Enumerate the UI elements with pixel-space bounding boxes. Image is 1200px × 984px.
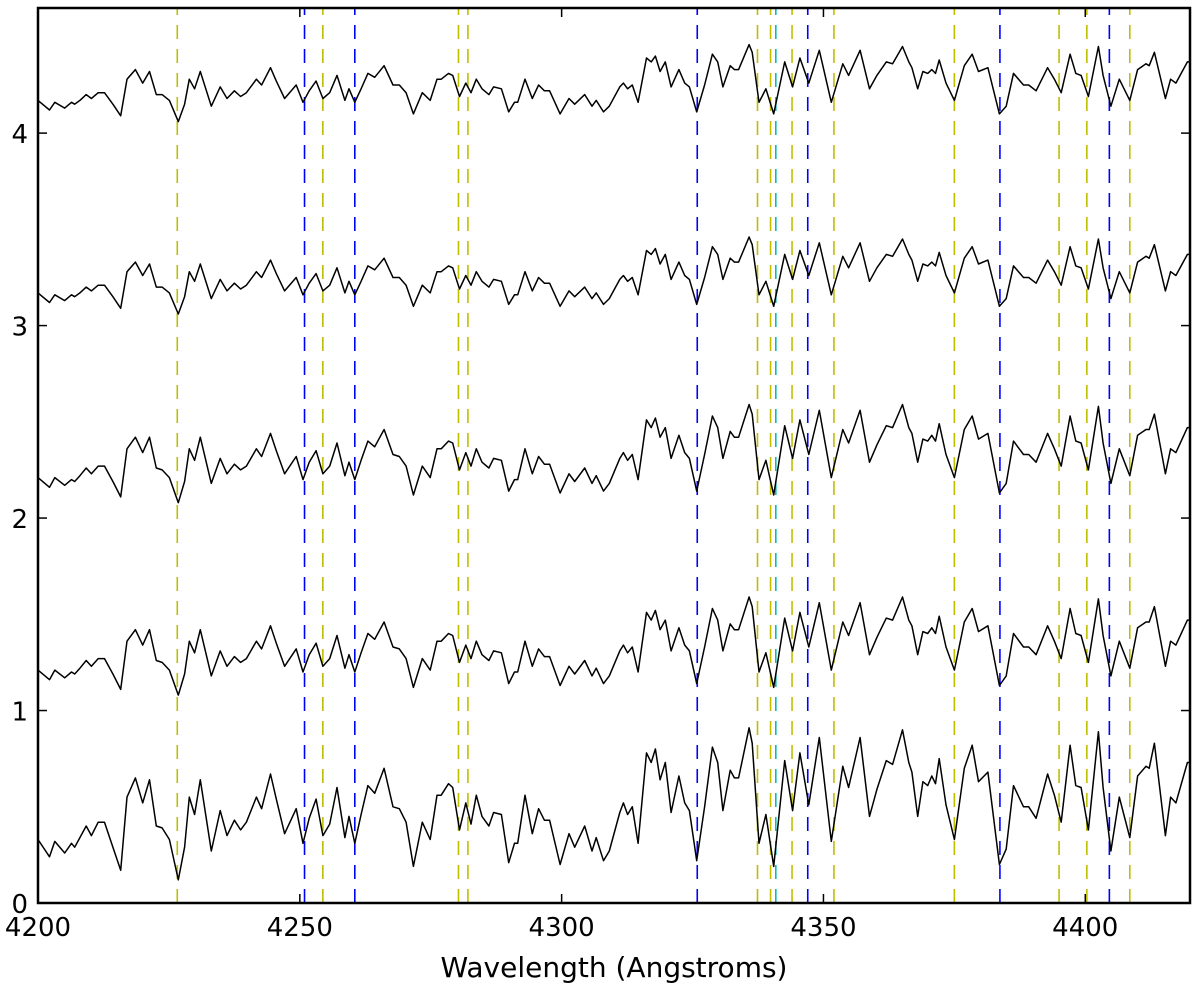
x-tick-label: 4250 <box>267 913 333 943</box>
x-tick-label: 4400 <box>1052 913 1118 943</box>
spectrum-series-4 <box>37 43 1190 123</box>
x-tick-label: 4300 <box>529 913 595 943</box>
spectrum-series-2 <box>37 403 1190 504</box>
axis-ticks: 4200 4250 4300 4350 4400 0 1 2 3 4 <box>5 8 1190 943</box>
y-tick-label: 1 <box>11 698 28 728</box>
y-tick-label: 4 <box>11 120 28 150</box>
line-markers <box>176 8 1131 903</box>
y-tick-label: 0 <box>11 890 28 920</box>
x-tick-label: 4350 <box>790 913 856 943</box>
x-axis-label: Wavelength (Angstroms) <box>441 951 788 984</box>
spectrum-series-1 <box>37 596 1190 696</box>
y-tick-label: 3 <box>11 313 28 343</box>
x-tick-label: 4200 <box>5 913 71 943</box>
plot-frame <box>36 6 1192 905</box>
spectrum-series-3 <box>37 236 1190 315</box>
spectra-series <box>37 43 1190 881</box>
y-tick-label: 2 <box>11 505 28 535</box>
spectrum-series-0 <box>37 727 1190 881</box>
